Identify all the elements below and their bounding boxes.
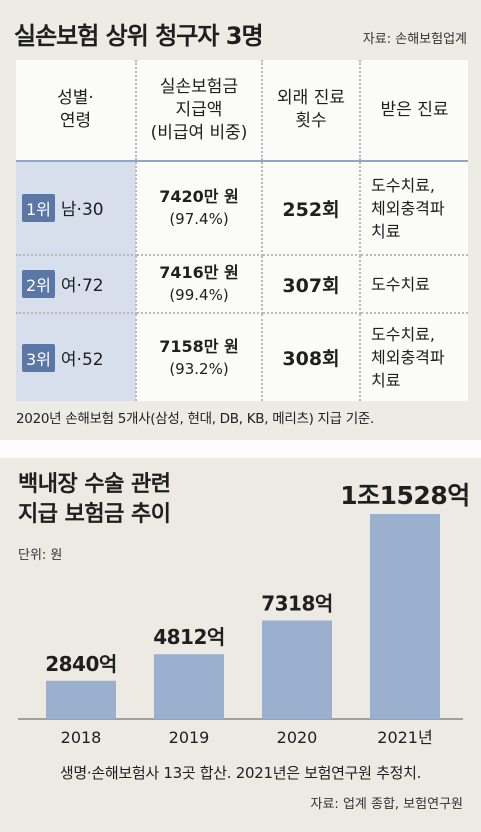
bar-chart: 2840억 2018 4812억 2019 7318억 2020 1조1528억 2021년	[18, 481, 470, 747]
amount-cell: 7158만 원 (93.2%)	[136, 313, 263, 401]
header-treatment: 받은 진료	[360, 60, 468, 162]
header-amount: 실손보험금 지급액 (비급여 비중)	[136, 60, 263, 162]
chart-title-line2: 지급 보험금 추이	[18, 502, 171, 527]
visits: 308회	[282, 348, 340, 370]
amount: 7158만 원	[159, 336, 239, 356]
bar-2019	[154, 654, 224, 719]
gender-age: 여·72	[60, 276, 104, 296]
value-label: 7318억	[261, 591, 333, 615]
bar-2020	[262, 620, 332, 719]
category-label: 2019	[169, 728, 210, 747]
rank-cell: 2위 여·72	[16, 255, 137, 314]
table-header-row: 성별· 연령 실손보험금 지급액 (비급여 비중) 외래 진료 횟수 받은 진료	[16, 60, 468, 162]
treatment: 도수치료	[371, 274, 430, 294]
bar-2021년	[370, 514, 440, 719]
header-treatment-text: 받은 진료	[380, 99, 449, 120]
chart-title-line1: 백내장 수술 관련	[18, 472, 171, 497]
table-row: 3위 여·52 7158만 원 (93.2%) 308회 도수치료, 체외충격파 치…	[16, 313, 468, 401]
rank-badge: 1위	[22, 194, 55, 222]
table-row: 1위 남·30 7420만 원 (97.4%) 252회 도수치료, 체외충격파 치…	[16, 161, 468, 256]
rank-badge: 3위	[22, 343, 55, 372]
header-visits: 외래 진료 횟수	[262, 60, 361, 162]
amount-cell: 7420만 원 (97.4%)	[136, 161, 263, 256]
treatment: 도수치료, 체외충격파 치료	[371, 175, 445, 241]
treatment-cell: 도수치료, 체외충격파 치료	[360, 161, 468, 256]
category-label: 2018	[61, 728, 102, 747]
rank-badge: 2위	[22, 270, 55, 298]
visits: 252회	[282, 198, 340, 221]
ratio: (99.4%)	[169, 286, 229, 304]
value-label: 2840억	[45, 652, 117, 676]
treatment-cell: 도수치료	[360, 255, 468, 314]
gender-age: 여·52	[60, 349, 104, 370]
bar-2018	[46, 680, 116, 719]
visits: 307회	[282, 274, 340, 297]
visits-cell: 308회	[262, 313, 361, 401]
value-label: 4812억	[153, 625, 225, 649]
header-gender-age: 성별· 연령	[16, 60, 137, 162]
visits-cell: 307회	[262, 255, 361, 314]
category-label: 2020	[277, 728, 318, 747]
treatment: 도수치료, 체외충격파 치료	[371, 325, 445, 390]
chart-source: 자료: 업계 종합, 보험연구원	[310, 797, 463, 812]
table-footnote: 2020년 손해보험 5개사(삼성, 현대, DB, KB, 메리츠) 지급 기…	[16, 411, 374, 427]
section-divider	[0, 440, 481, 458]
top-source: 자료: 손해보험업계	[362, 32, 467, 47]
amount: 7420만 원	[159, 187, 239, 206]
ratio: (93.2%)	[169, 359, 229, 378]
top-title: 실손보험 상위 청구자 3명	[14, 22, 264, 50]
visits-cell: 252회	[262, 161, 361, 256]
treatment-cell: 도수치료, 체외충격파 치료	[360, 313, 468, 401]
table-row: 2위 여·72 7416만 원 (99.4%) 307회 도수치료	[16, 255, 468, 314]
value-label: 1조1528억	[340, 481, 469, 510]
claimant-table: 성별· 연령 실손보험금 지급액 (비급여 비중) 외래 진료 횟수 받은 진료…	[16, 60, 468, 401]
header-amount-text: 실손보험금 지급액 (비급여 비중)	[150, 76, 248, 143]
gender-age: 남·30	[60, 200, 104, 220]
header-visits-text: 외래 진료 횟수	[277, 88, 345, 131]
chart-title: 백내장 수술 관련 지급 보험금 추이	[18, 470, 171, 530]
category-label: 2021년	[377, 728, 432, 747]
rank-cell: 3위 여·52	[16, 313, 137, 401]
rank-cell: 1위 남·30	[16, 161, 137, 256]
amount-cell: 7416만 원 (99.4%)	[136, 255, 263, 314]
chart-unit: 단위: 원	[18, 548, 63, 563]
amount: 7416만 원	[159, 263, 239, 282]
chart-footnote: 생명·손해보험사 13곳 합산. 2021년은 보험연구원 추정치.	[59, 764, 422, 782]
ratio: (97.4%)	[169, 210, 229, 228]
header-gender-age-text: 성별· 연령	[57, 88, 94, 131]
